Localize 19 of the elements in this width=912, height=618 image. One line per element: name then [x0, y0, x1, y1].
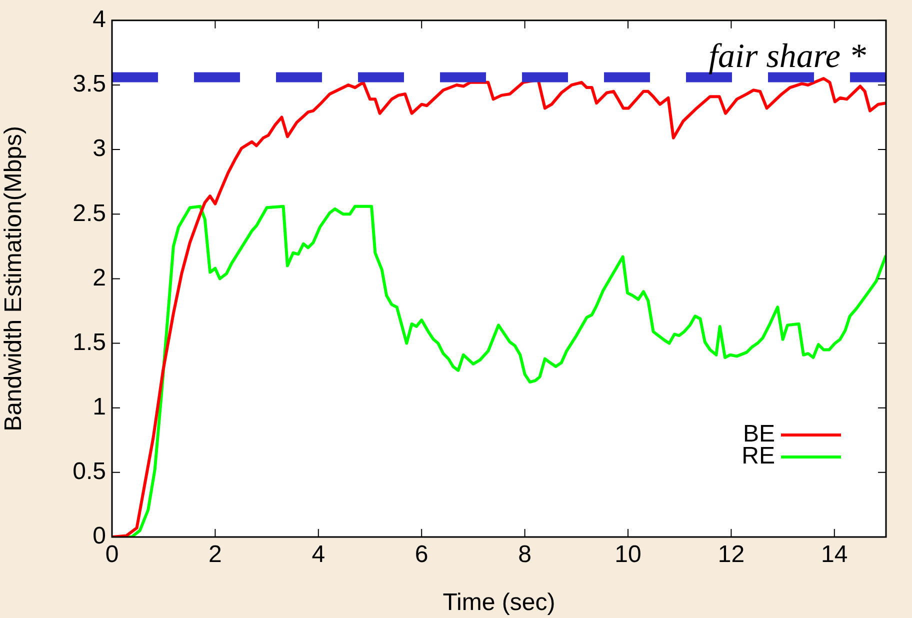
ref-line-label: fair share *	[708, 38, 866, 76]
x-tick-label: 4	[312, 541, 326, 568]
y-tick-label: 0.5	[72, 458, 106, 486]
y-tick-label: 2.5	[72, 200, 106, 227]
x-tick-label: 6	[414, 541, 428, 568]
y-tick-label: 0	[92, 522, 106, 550]
y-tick-label: 2	[92, 264, 106, 292]
x-tick-label: 8	[518, 541, 532, 568]
y-axis-title: Bandwidth Estimation(Mbps)	[0, 126, 28, 432]
x-tick-label: 2	[208, 541, 222, 568]
x-tick-label: 10	[614, 541, 642, 568]
y-tick-label: 3	[92, 135, 106, 162]
y-tick-label: 4	[92, 6, 106, 34]
x-tick-label: 14	[821, 541, 848, 568]
y-tick-label: 3.5	[72, 70, 106, 98]
x-tick-label: 12	[718, 541, 745, 568]
y-tick-label: 1	[92, 393, 106, 420]
x-axis-title: Time (sec)	[442, 589, 556, 616]
y-tick-label: 1.5	[72, 328, 106, 356]
